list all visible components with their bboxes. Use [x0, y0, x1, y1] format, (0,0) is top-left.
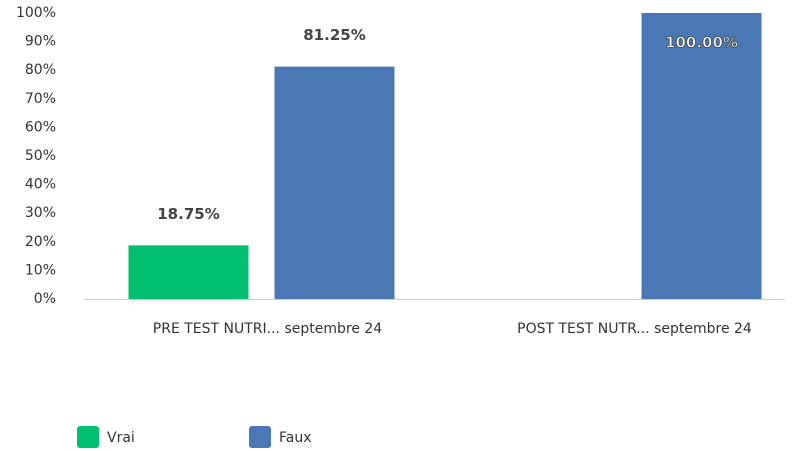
value-label: 100.00% [665, 34, 738, 52]
value-label: 81.25% [303, 26, 365, 44]
y-tick-label: 90% [25, 34, 56, 50]
y-tick-label: 20% [25, 234, 56, 250]
y-tick-label: 70% [25, 91, 56, 107]
bar [641, 13, 762, 299]
legend-swatch [249, 426, 271, 448]
value-label: 18.75% [157, 205, 219, 223]
y-tick-label: 100% [16, 5, 56, 21]
y-tick-label: 0% [34, 291, 56, 307]
legend-label: Faux [279, 430, 312, 446]
y-tick-label: 50% [25, 148, 56, 164]
bar [128, 245, 249, 299]
legend-swatch [77, 426, 99, 448]
legend-label: Vrai [107, 430, 135, 446]
y-tick-label: 60% [25, 119, 56, 135]
bar [274, 66, 395, 299]
y-tick-label: 80% [25, 62, 56, 78]
y-tick-label: 30% [25, 205, 56, 221]
x-tick-label: PRE TEST NUTRI... septembre 24 [153, 321, 383, 337]
y-tick-label: 10% [25, 262, 56, 278]
y-tick-label: 40% [25, 177, 56, 193]
x-tick-label: POST TEST NUTR... septembre 24 [517, 321, 752, 337]
